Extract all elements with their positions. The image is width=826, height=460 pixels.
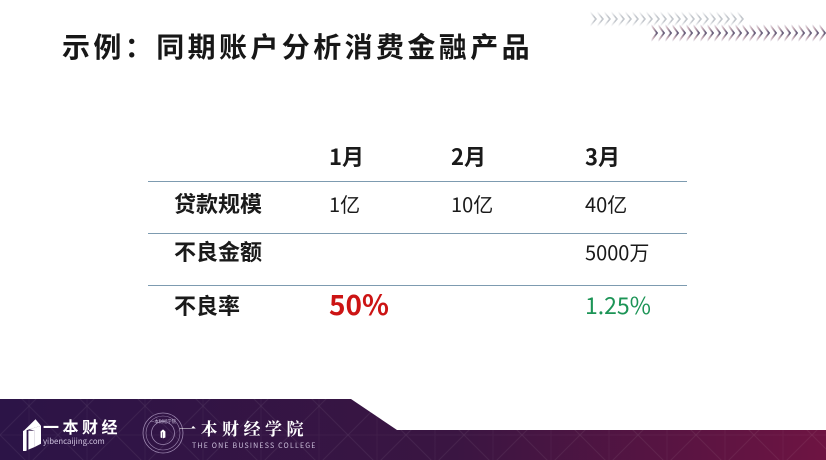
svg-text:一本财经学院: 一本财经学院: [150, 418, 176, 425]
